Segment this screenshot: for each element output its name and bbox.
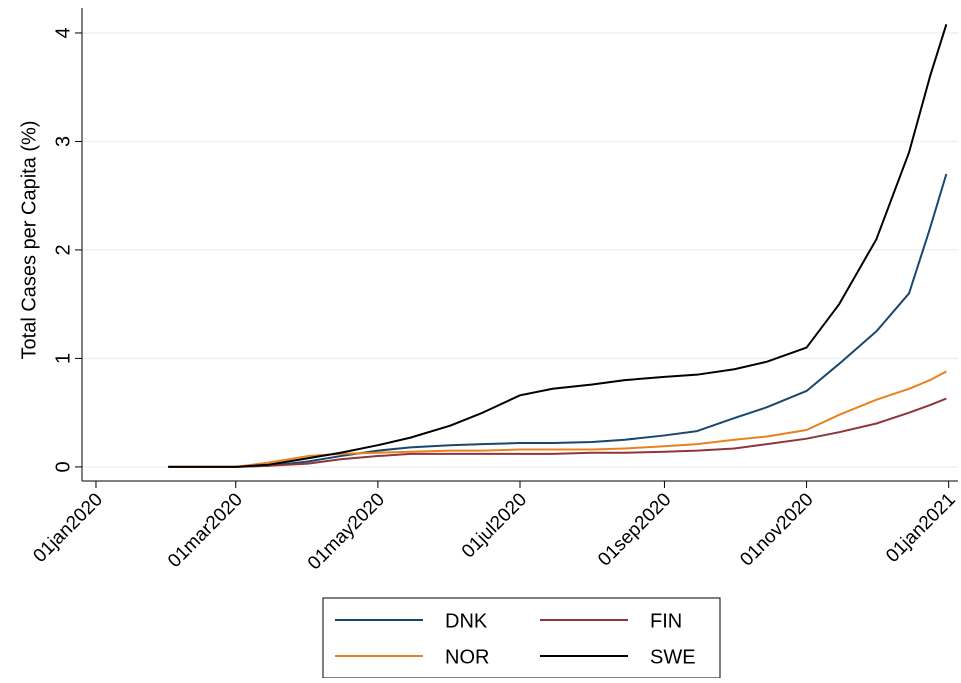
series-line xyxy=(168,173,948,468)
series-line xyxy=(168,397,947,468)
y-tick-label: 3 xyxy=(52,136,74,147)
legend-label: DNK xyxy=(445,610,488,632)
legend-label: SWE xyxy=(650,646,696,668)
y-tick-label: 1 xyxy=(52,353,74,364)
legend-box xyxy=(322,597,721,679)
y-tick-label: 2 xyxy=(52,244,74,255)
y-tick-label: 4 xyxy=(52,27,74,38)
legend-label: FIN xyxy=(650,610,682,632)
series-line xyxy=(168,23,948,468)
y-tick-label: 0 xyxy=(52,461,74,472)
y-axis-title: Total Cases per Capita (%) xyxy=(18,121,40,360)
legend-label: NOR xyxy=(445,646,489,668)
